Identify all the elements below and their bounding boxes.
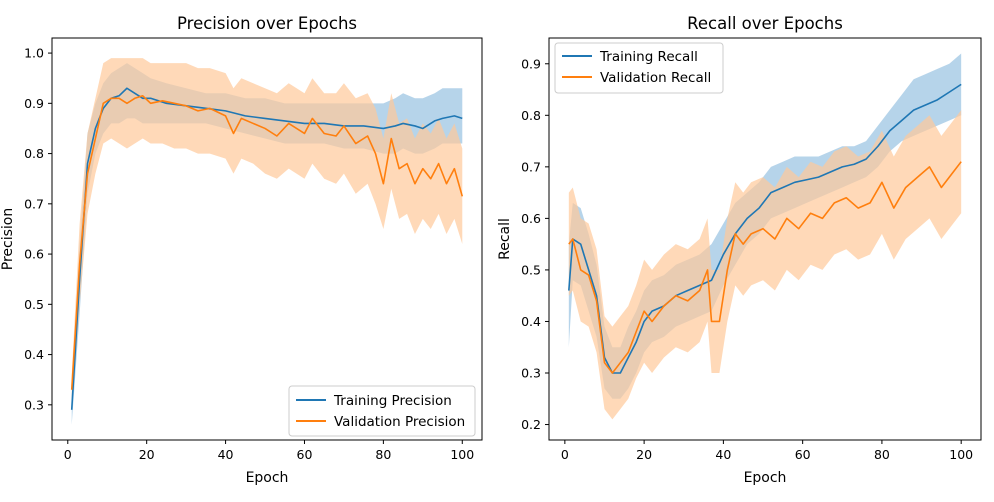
- precision-y-tick-label: 0.3: [24, 397, 44, 412]
- precision-x-ticks: 0 20 40 60 80 100: [64, 440, 474, 462]
- recall-line-validation: [568, 161, 962, 374]
- precision-line-validation: [70, 94, 464, 390]
- precision-x-tick-label: 80: [375, 447, 391, 462]
- recall-x-tick-label: 0: [561, 447, 569, 462]
- recall-x-label: Epoch: [744, 470, 787, 486]
- recall-y-tick-label: 0.3: [521, 366, 541, 381]
- recall-chart: Recall over Epochs 0 20 40 60 80 100 0.20.30.…: [497, 14, 982, 486]
- precision-chart: Precision over Epochs 0 20 40 60 80 100 0.30.…: [0, 14, 483, 486]
- precision-y-tick-label: 0.7: [24, 196, 44, 211]
- recall-x-tick-label: 100: [949, 447, 973, 462]
- recall-title: Recall over Epochs: [687, 14, 843, 33]
- precision-y-ticks: 0.3 0.4 0.5 0.6 0.7 0.8 0.9 1.0: [24, 46, 52, 412]
- recall-line-training: [568, 83, 962, 374]
- recall-band-validation: [568, 110, 962, 420]
- recall-legend-box: [554, 42, 724, 94]
- precision-plot-frame: [51, 37, 483, 441]
- recall-y-tick-label: 0.5: [521, 262, 541, 277]
- recall-x-tick-label: 20: [636, 447, 652, 462]
- recall-plot-frame: [548, 37, 982, 441]
- recall-x-tick-label: 60: [795, 447, 811, 462]
- precision-x-tick-label: 100: [450, 447, 474, 462]
- recall-bands: [568, 53, 962, 420]
- precision-x-tick-label: 20: [139, 447, 155, 462]
- recall-y-ticks: 0.2 0.3 0.4 0.5 0.6 0.7 0.8 0.9: [521, 56, 549, 432]
- precision-x-label: Epoch: [246, 470, 289, 486]
- precision-y-tick-label: 0.8: [24, 146, 44, 161]
- recall-y-label: Recall: [497, 218, 513, 260]
- precision-legend-training-label: Training Precision: [333, 393, 452, 409]
- recall-lines: [568, 83, 962, 374]
- recall-x-ticks: 0 20 40 60 80 100: [561, 440, 973, 462]
- recall-legend-training-label: Training Recall: [599, 49, 698, 65]
- precision-y-tick-label: 0.5: [24, 297, 44, 312]
- recall-y-tick-label: 0.2: [521, 417, 541, 432]
- precision-legend-box: [288, 385, 476, 437]
- precision-y-tick-label: 0.4: [24, 347, 44, 362]
- precision-x-tick-label: 60: [297, 447, 313, 462]
- recall-y-tick-label: 0.9: [521, 56, 541, 71]
- precision-lines: [70, 87, 464, 410]
- recall-y-tick-label: 0.6: [521, 211, 541, 226]
- precision-band-validation: [71, 58, 463, 405]
- recall-legend: Training Recall Validation Recall: [554, 42, 724, 94]
- recall-y-tick-label: 0.8: [521, 108, 541, 123]
- precision-bands: [71, 58, 463, 425]
- recall-y-tick-label: 0.7: [521, 159, 541, 174]
- precision-legend: Training Precision Validation Precision: [288, 385, 476, 437]
- precision-y-tick-label: 0.6: [24, 247, 44, 262]
- precision-title: Precision over Epochs: [177, 14, 357, 33]
- precision-y-tick-label: 1.0: [24, 46, 44, 61]
- precision-x-tick-label: 0: [64, 447, 72, 462]
- recall-y-tick-label: 0.4: [521, 314, 541, 329]
- recall-x-tick-label: 80: [874, 447, 890, 462]
- precision-x-tick-label: 40: [218, 447, 234, 462]
- recall-legend-validation-label: Validation Recall: [600, 70, 711, 86]
- precision-y-tick-label: 0.9: [24, 96, 44, 111]
- precision-legend-validation-label: Validation Precision: [334, 414, 465, 430]
- recall-x-tick-label: 40: [715, 447, 731, 462]
- precision-y-label: Precision: [0, 208, 16, 270]
